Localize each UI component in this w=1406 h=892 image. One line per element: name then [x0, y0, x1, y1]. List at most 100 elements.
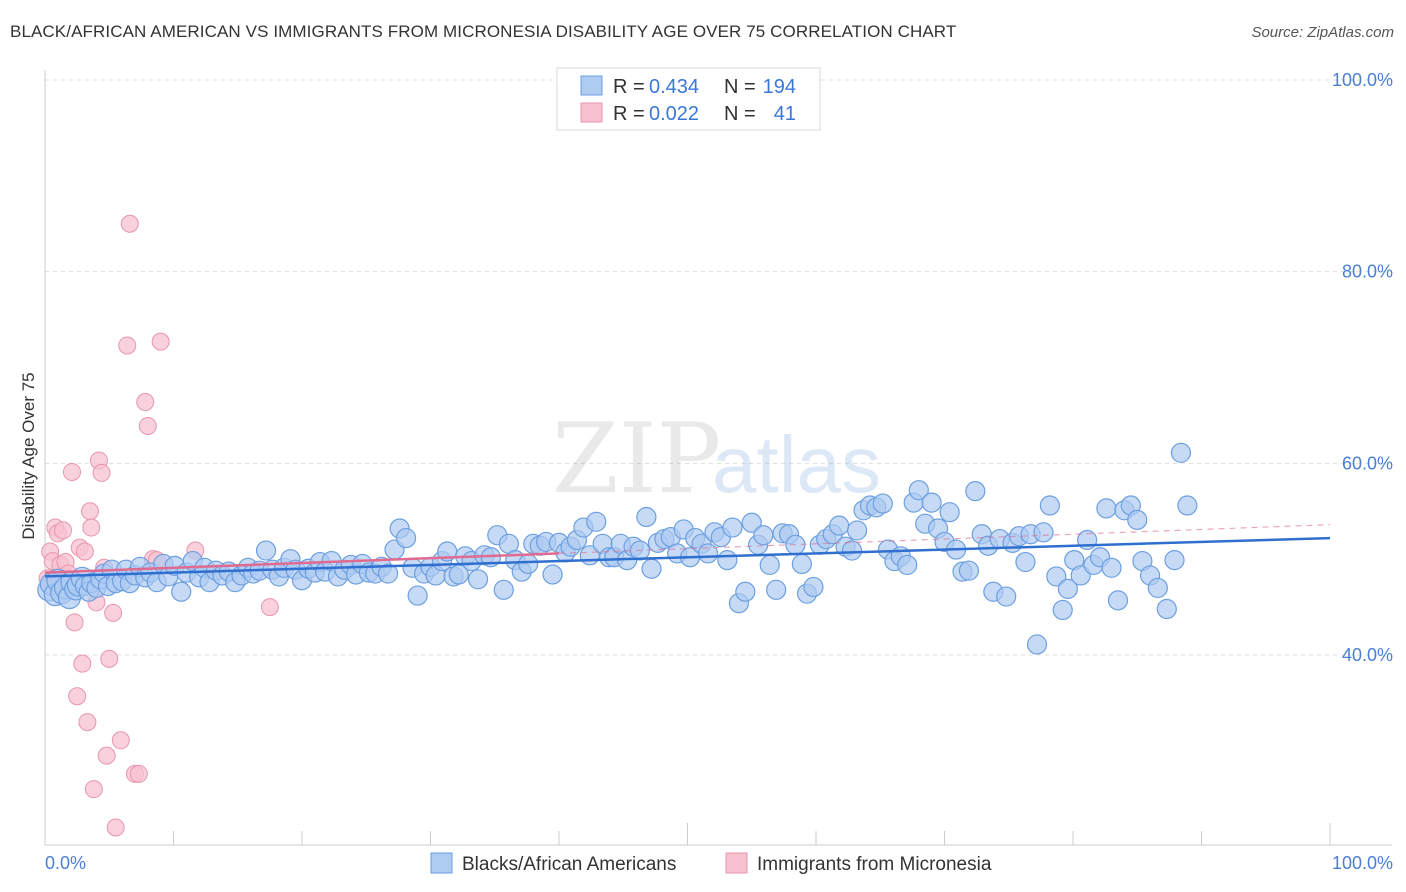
legend-bottom-label-blue: Blacks/African Americans — [462, 854, 676, 875]
legend-n-value-2: 41 — [774, 103, 796, 125]
legend-series: Blacks/African Americans Immigrants from… — [430, 852, 992, 875]
point-black-171 — [1033, 522, 1054, 543]
legend-n-label-1: N = — [724, 76, 756, 98]
point-black-193 — [1177, 495, 1198, 516]
point-black-151 — [908, 480, 929, 501]
chart-source: Source: ZipAtlas.com — [1251, 24, 1394, 41]
point-micronesia-9 — [62, 462, 81, 481]
legend-r-label-1: R = — [613, 76, 645, 98]
point-micronesia-32 — [136, 393, 155, 411]
point-black-182 — [1101, 557, 1122, 578]
point-black-138 — [829, 515, 850, 536]
point-black-132 — [791, 553, 812, 575]
point-black-141 — [847, 520, 868, 541]
point-micronesia-16 — [80, 502, 99, 521]
point-black-149 — [897, 554, 918, 576]
point-black-70 — [407, 585, 428, 606]
point-micronesia-28 — [118, 336, 137, 355]
x-tick-labels: 0.0% 100.0% — [45, 853, 1393, 873]
point-black-192 — [1170, 442, 1192, 463]
point-micronesia-36 — [151, 332, 170, 351]
point-micronesia-11 — [68, 687, 87, 706]
point-black-123 — [735, 581, 756, 602]
point-black-117 — [697, 543, 719, 564]
point-micronesia-6 — [53, 521, 72, 540]
watermark-atlas: atlas — [712, 420, 881, 509]
point-black-108 — [641, 558, 662, 579]
legend-bottom-swatch-blue — [430, 852, 453, 874]
trend-line-micronesia — [44, 552, 560, 574]
legend-swatch-blue — [580, 75, 603, 96]
trend-lines — [44, 524, 1331, 578]
point-black-140 — [841, 540, 863, 561]
point-micronesia-31 — [129, 764, 148, 783]
legend-n-label-2: N = — [724, 103, 756, 125]
legend-n-value-1: 194 — [763, 76, 796, 98]
point-black-121 — [722, 517, 743, 538]
point-black-145 — [872, 493, 893, 514]
point-micronesia-18 — [84, 780, 103, 799]
watermark: ZIP atlas — [552, 403, 881, 515]
point-black-165 — [996, 586, 1017, 607]
point-black-107 — [636, 506, 657, 528]
point-black-88 — [518, 553, 539, 575]
legend-r-value-2: 0.022 — [649, 103, 699, 125]
y-axis-label: Disability Age Over 75 — [19, 372, 38, 539]
point-black-134 — [803, 576, 824, 598]
axes — [44, 70, 1392, 846]
point-black-190 — [1156, 598, 1177, 620]
legend-stats: R = 0.434 N = 194 R = 0.022 N = 41 — [556, 67, 821, 131]
point-black-168 — [1015, 551, 1036, 573]
y-tick-label-60: 60.0% — [1342, 453, 1393, 473]
point-black-31 — [171, 581, 192, 602]
point-micronesia-17 — [82, 518, 101, 537]
point-micronesia-26 — [106, 818, 125, 837]
point-micronesia-33 — [138, 416, 157, 435]
point-black-156 — [939, 502, 960, 523]
point-black-153 — [921, 492, 942, 513]
point-black-99 — [586, 511, 607, 532]
point-micronesia-25 — [104, 603, 123, 622]
legend-bottom-swatch-pink — [725, 852, 748, 874]
point-black-160 — [965, 481, 986, 502]
y-tick-labels: 40.0% 60.0% 80.0% 100.0% — [1332, 70, 1393, 665]
trend-line-black — [44, 536, 1331, 578]
point-black-80 — [467, 569, 489, 590]
point-black-173 — [1046, 566, 1067, 587]
point-black-124 — [741, 512, 762, 533]
point-black-128 — [766, 579, 787, 600]
legend-swatch-pink — [580, 102, 603, 123]
point-micronesia-14 — [75, 542, 94, 561]
point-micronesia-21 — [92, 463, 111, 482]
point-black-45 — [255, 540, 277, 561]
point-micronesia-13 — [73, 654, 92, 673]
point-black-175 — [1057, 578, 1078, 599]
series-micronesia-points — [38, 214, 279, 837]
point-black-159 — [958, 560, 980, 581]
y-tick-label-100: 100.0% — [1332, 70, 1393, 90]
legend-r-value-1: 0.434 — [649, 76, 699, 98]
point-black-172 — [1039, 495, 1060, 516]
point-black-170 — [1026, 634, 1048, 655]
point-black-65 — [377, 563, 399, 584]
point-black-181 — [1096, 498, 1117, 519]
trend-line-micronesia-extension — [558, 524, 1331, 555]
point-micronesia-38 — [260, 598, 279, 617]
point-black-191 — [1164, 550, 1185, 571]
point-black-127 — [759, 554, 780, 576]
watermark-zip: ZIP — [552, 403, 721, 515]
point-black-186 — [1127, 509, 1148, 530]
point-micronesia-29 — [120, 214, 139, 233]
point-micronesia-10 — [65, 613, 84, 632]
x-tick-label-100: 100.0% — [1332, 853, 1393, 873]
point-micronesia-23 — [97, 746, 116, 765]
point-black-126 — [753, 525, 774, 546]
y-tick-label-80: 80.0% — [1342, 262, 1393, 282]
point-micronesia-27 — [111, 731, 130, 750]
point-micronesia-15 — [78, 713, 97, 732]
point-micronesia-24 — [100, 649, 119, 668]
legend-bottom-label-pink: Immigrants from Micronesia — [757, 854, 992, 875]
y-tick-label-40: 40.0% — [1342, 645, 1393, 665]
chart-title: BLACK/AFRICAN AMERICAN VS IMMIGRANTS FRO… — [10, 22, 957, 41]
